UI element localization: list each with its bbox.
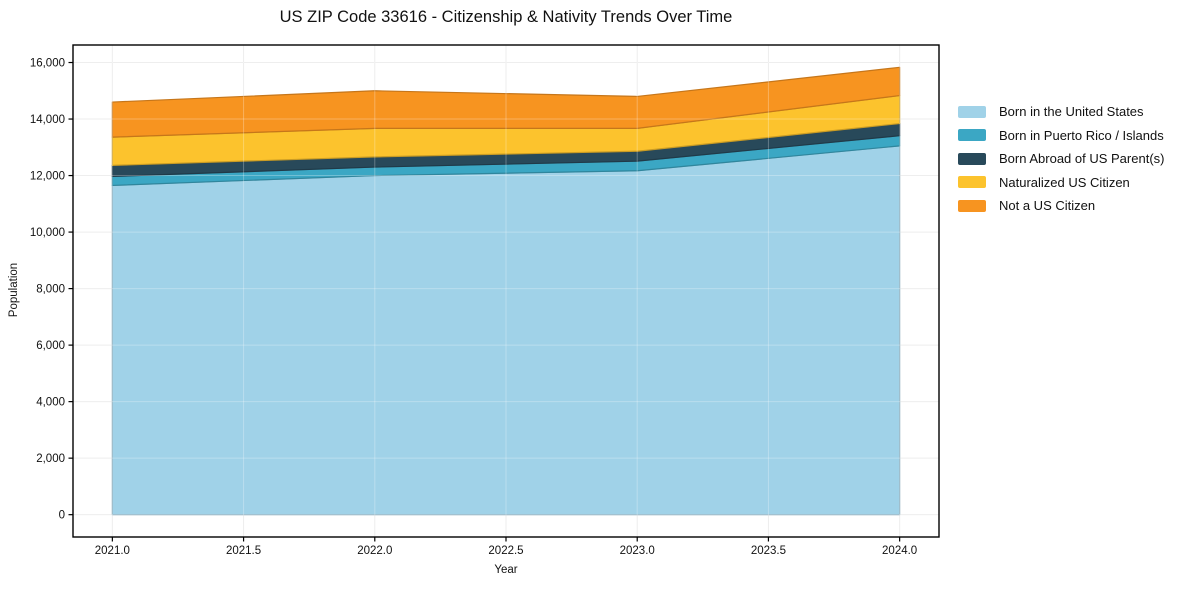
x-tick-label: 2023.5 (751, 545, 786, 557)
legend-label: Born in the United States (999, 104, 1144, 120)
y-tick-label: 2,000 (36, 453, 65, 465)
x-axis-label: Year (494, 564, 518, 576)
y-axis-label: Population (8, 262, 20, 318)
legend-item: Born in the United States (958, 100, 1164, 124)
legend-item: Born Abroad of US Parent(s) (958, 147, 1164, 171)
x-tick-label: 2021.0 (95, 545, 130, 557)
y-tick-label: 14,000 (30, 114, 65, 126)
legend-swatch (958, 199, 986, 212)
x-tick-label: 2022.5 (488, 545, 523, 557)
x-tick-label: 2021.5 (226, 545, 261, 557)
legend-swatch (958, 152, 986, 165)
y-tick-label: 12,000 (30, 171, 65, 183)
legend-swatch (958, 129, 986, 142)
legend-swatch (958, 105, 986, 118)
legend-item: Not a US Citizen (958, 194, 1164, 218)
y-tick-label: 10,000 (30, 227, 65, 239)
legend-label: Naturalized US Citizen (999, 174, 1130, 190)
y-tick-label: 16,000 (30, 58, 65, 70)
x-tick-label: 2024.0 (882, 545, 917, 557)
legend-label: Born in Puerto Rico / Islands (999, 127, 1164, 143)
chart-title: US ZIP Code 33616 - Citizenship & Nativi… (279, 8, 733, 26)
x-tick-label: 2023.0 (620, 545, 655, 557)
stacked-area (111, 66, 901, 138)
y-tick-label: 8,000 (36, 284, 65, 296)
legend-item: Naturalized US Citizen (958, 171, 1164, 195)
legend: Born in the United States Born in Puerto … (958, 100, 1164, 218)
legend-item: Born in Puerto Rico / Islands (958, 124, 1164, 148)
y-tick-label: 4,000 (36, 397, 65, 409)
y-tick-label: 6,000 (36, 340, 65, 352)
legend-label: Born Abroad of US Parent(s) (999, 151, 1165, 167)
legend-label: Not a US Citizen (999, 198, 1096, 214)
legend-swatch (958, 176, 986, 189)
y-tick-label: 0 (59, 510, 65, 522)
x-tick-label: 2022.0 (357, 545, 392, 557)
